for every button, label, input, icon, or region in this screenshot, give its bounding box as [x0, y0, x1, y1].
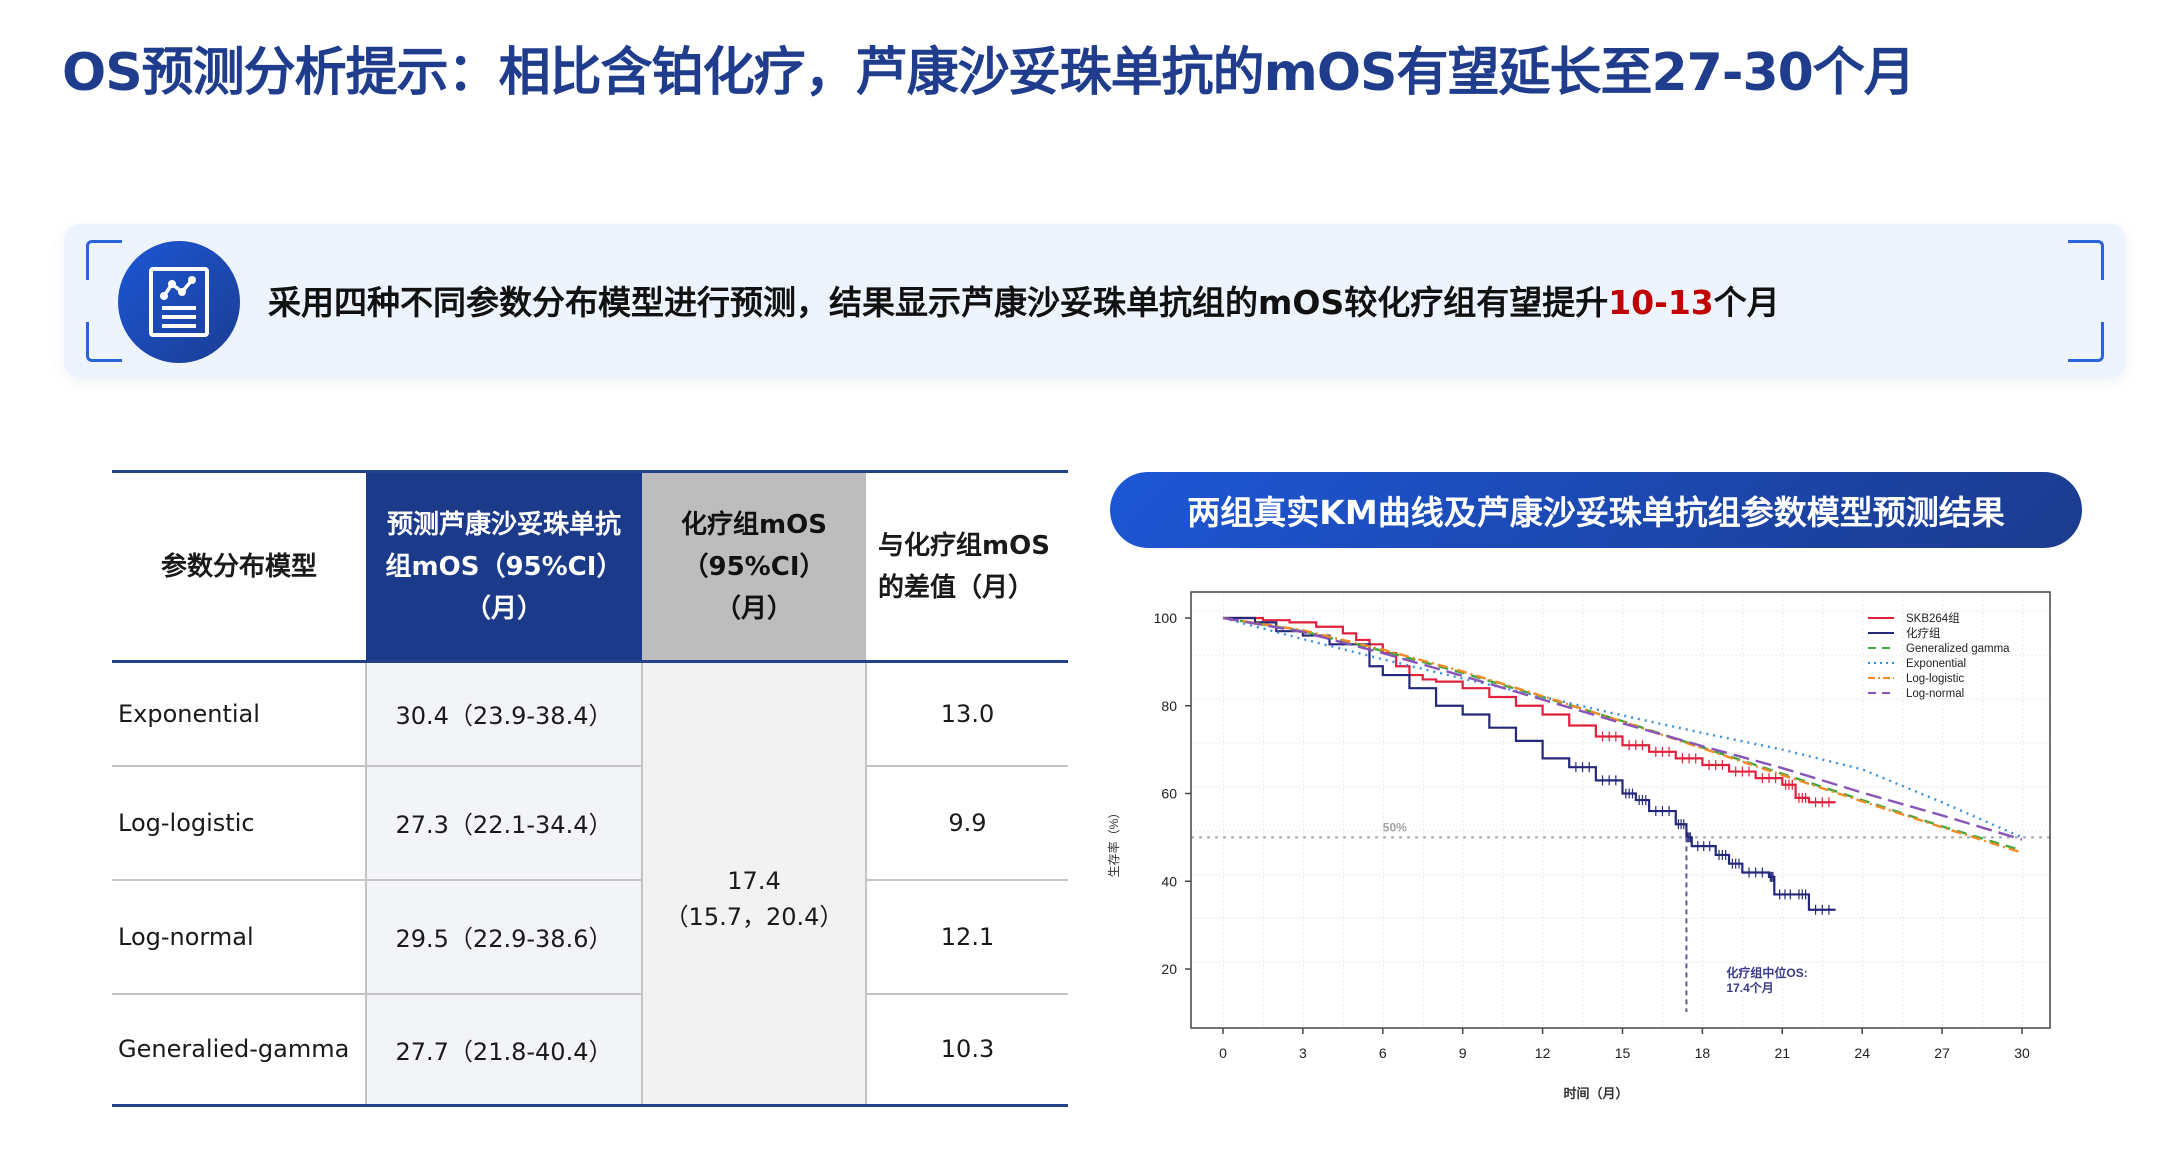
- chart-series: [1222, 616, 2023, 915]
- chemo-mos-value: 17.4: [727, 866, 781, 895]
- header-diff-line1: 与化疗组mOS: [878, 530, 1050, 561]
- header-chemo-mos: 化疗组mOS （95%CI） （月）: [642, 471, 866, 662]
- summary-text-unit: 个月: [1713, 283, 1780, 322]
- table-row: Log-normal 29.5（22.9-38.6） 12.1: [112, 879, 1068, 994]
- table-header-row: 参数分布模型 预测芦康沙妥珠单抗 组mOS（95%CI） （月） 化疗组mOS …: [112, 471, 1068, 662]
- x-tick-label: 15: [1615, 1045, 1631, 1061]
- reference-50-line: 50%: [1191, 820, 2050, 839]
- summary-text: 采用四种不同参数分布模型进行预测，结果显示芦康沙妥珠单抗组的mOS较化疗组有望提…: [268, 276, 1780, 324]
- legend-item-label: SKB264组: [1906, 611, 1960, 625]
- median-os-annotation: 化疗组中位OS:17.4个月: [1685, 837, 1808, 1012]
- header-difference: 与化疗组mOS 的差值（月）: [866, 472, 1068, 662]
- chart-section-title: 两组真实KM曲线及芦康沙妥珠单抗组参数模型预测结果: [1110, 472, 2082, 548]
- series-line: [1222, 616, 2023, 841]
- header-pred-line3: （月）: [464, 593, 543, 624]
- cell-model: Exponential: [118, 699, 260, 728]
- page-title: OS预测分析提示：相比含铂化疗，芦康沙妥珠单抗的mOS有望延长至27-30个月: [62, 43, 1916, 103]
- y-tick-label: 40: [1161, 873, 1177, 889]
- cell-chemo-mos-merged: 17.4 （15.7，20.4）: [642, 661, 867, 1106]
- legend-item-label: Exponential: [1906, 658, 1966, 670]
- header-chemo-line3: （月）: [714, 593, 793, 624]
- legend-item-label: Log-normal: [1906, 688, 1964, 700]
- x-tick-label: 0: [1219, 1045, 1227, 1061]
- x-tick-label: 27: [1934, 1045, 1950, 1061]
- table-row: Generalied-gamma 27.7（21.8-40.4） 10.3: [112, 993, 1068, 1106]
- y-tick-label: 80: [1161, 698, 1177, 714]
- cell-difference: 10.3: [940, 1035, 995, 1064]
- legend-item-label: 化疗组: [1906, 626, 1941, 640]
- model-results-table: 参数分布模型 预测芦康沙妥珠单抗 组mOS（95%CI） （月） 化疗组mOS …: [112, 470, 1068, 1107]
- cell-predicted-mos: 27.7（21.8-40.4）: [365, 993, 643, 1106]
- summary-text-main: 采用四种不同参数分布模型进行预测，结果显示芦康沙妥珠单抗组的mOS较化疗组有望提…: [268, 283, 1609, 322]
- series-line: [1222, 616, 2023, 852]
- header-pred-line1: 预测芦康沙妥珠单抗: [386, 509, 621, 540]
- cell-model: Log-normal: [118, 922, 254, 951]
- table-row: Exponential 30.4（23.9-38.4） 17.4 （15.7，2…: [112, 661, 1068, 1106]
- reference-label: 50%: [1383, 820, 1407, 834]
- cell-model: Log-logistic: [118, 808, 255, 837]
- bracket-bottom-right-decoration: [2068, 322, 2104, 362]
- series-line: [1223, 616, 1836, 804]
- y-tick-label: 100: [1154, 610, 1178, 626]
- median-label-line1: 化疗组中位OS:: [1726, 965, 1807, 980]
- bracket-top-right-decoration: [2068, 240, 2104, 280]
- header-model: 参数分布模型: [160, 551, 317, 582]
- y-tick-label: 60: [1161, 786, 1177, 802]
- y-tick-label: 20: [1161, 961, 1177, 977]
- cell-predicted-mos: 30.4（23.9-38.4）: [365, 661, 643, 766]
- cell-difference: 12.1: [940, 922, 995, 951]
- x-tick-label: 21: [1775, 1045, 1791, 1061]
- cell-model: Generalied-gamma: [118, 1035, 350, 1064]
- header-chemo-line2: （95%CI）: [682, 551, 826, 582]
- header-diff-line2: 的差值（月）: [878, 572, 1035, 603]
- plot-frame: [1190, 591, 2051, 1029]
- x-tick-label: 9: [1459, 1045, 1467, 1061]
- cell-difference: 9.9: [948, 808, 987, 837]
- bracket-bottom-left-decoration: [86, 322, 122, 362]
- bracket-top-left-decoration: [86, 240, 122, 280]
- series-line: [1223, 616, 1836, 911]
- chart-document-icon: [118, 241, 240, 363]
- header-chemo-line1: 化疗组mOS: [681, 509, 827, 540]
- header-predicted-mos: 预测芦康沙妥珠单抗 组mOS（95%CI） （月）: [366, 471, 642, 662]
- km-survival-chart: 50% 0 3 6 9 12 15 18 21 24 27 30 20 40 60 80 100 时间（月） 生存…: [1106, 591, 2051, 1101]
- table-row: Log-logistic 27.3（22.1-34.4） 9.9: [112, 765, 1068, 880]
- legend-item-label: Generalized gamma: [1906, 643, 2010, 655]
- y-axis-label: 生存率（%）: [1106, 807, 1121, 878]
- x-tick-label: 6: [1379, 1045, 1387, 1061]
- chart-grid: [1191, 592, 2050, 1028]
- x-axis-label: 时间（月）: [1563, 1086, 1628, 1101]
- cell-predicted-mos: 27.3（22.1-34.4）: [365, 765, 643, 880]
- x-tick-label: 18: [1695, 1045, 1711, 1061]
- summary-banner: 采用四种不同参数分布模型进行预测，结果显示芦康沙妥珠单抗组的mOS较化疗组有望提…: [64, 224, 2126, 378]
- chemo-mos-ci: （15.7，20.4）: [664, 902, 844, 931]
- x-tick-label: 30: [2014, 1045, 2030, 1061]
- series-line: [1222, 616, 2023, 854]
- x-tick-label: 24: [1854, 1045, 1870, 1061]
- x-tick-label: 3: [1299, 1045, 1307, 1061]
- cell-predicted-mos: 29.5（22.9-38.6）: [365, 879, 643, 994]
- header-pred-line2: 组mOS（95%CI）: [385, 551, 623, 582]
- summary-highlight: 10-13: [1608, 283, 1714, 322]
- chart-axes: 0 3 6 9 12 15 18 21 24 27 30 20 40 60 80 100 时间（月） 生存率（%）: [1106, 591, 2051, 1101]
- cell-difference: 13.0: [940, 699, 995, 728]
- legend-item-label: Log-logistic: [1906, 673, 1964, 685]
- x-tick-label: 12: [1535, 1045, 1551, 1061]
- median-label-line2: 17.4个月: [1726, 980, 1773, 995]
